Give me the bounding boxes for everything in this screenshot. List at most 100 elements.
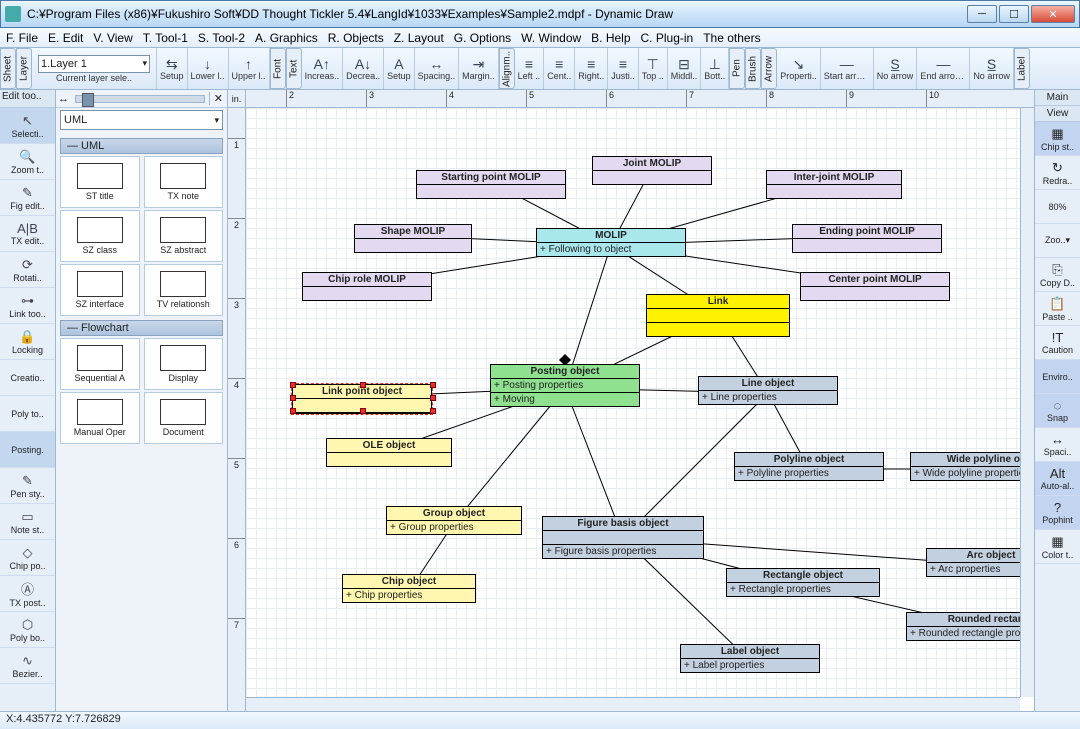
toolbar-tab[interactable]: Layer	[16, 48, 32, 89]
rightbar-tool[interactable]: Enviro..	[1035, 360, 1080, 394]
toolbar-button[interactable]: ↓Lower l..	[188, 48, 229, 89]
uml-node-lineobj[interactable]: Line object+ Line properties	[698, 376, 838, 405]
rightbar-tool[interactable]: ↻Redra..	[1035, 156, 1080, 190]
canvas[interactable]: Joint MOLIP Starting point MOLIP Inter-j…	[246, 108, 1020, 697]
palette-combo[interactable]: UML	[60, 110, 223, 130]
palette-shape[interactable]: SZ class	[60, 210, 140, 262]
vertical-scrollbar[interactable]	[1020, 108, 1034, 697]
toolbar-tab[interactable]: Font	[270, 48, 286, 89]
toolbar-button[interactable]: A↑Increas..	[302, 48, 344, 89]
toolbar-button[interactable]: ⇆Setup	[157, 48, 188, 89]
toolbar-button[interactable]: ⊤Top ..	[639, 48, 668, 89]
rightbar-tool[interactable]: ▦Chip st..	[1035, 122, 1080, 156]
menu-item[interactable]: T. Tool-1	[143, 31, 188, 45]
uml-node-rounded[interactable]: Rounded rectangle+ Rounded rectangle pro…	[906, 612, 1020, 641]
uml-node-shapemolip[interactable]: Shape MOLIP	[354, 224, 472, 253]
rightbar-tool[interactable]: Zoo..▾	[1035, 224, 1080, 258]
palette-shape[interactable]: Display	[144, 338, 224, 390]
menu-item[interactable]: E. Edit	[48, 31, 83, 45]
rightbar-tool[interactable]: ↔Spaci..	[1035, 428, 1080, 462]
palette-shape[interactable]: Manual Oper	[60, 392, 140, 444]
menu-item[interactable]: S. Tool-2	[198, 31, 245, 45]
toolbar-button[interactable]: —Start arrow..	[821, 48, 874, 89]
uml-node-startmolip[interactable]: Starting point MOLIP	[416, 170, 566, 199]
rightbar-tool[interactable]: 80%	[1035, 190, 1080, 224]
menu-item[interactable]: The others	[703, 31, 760, 45]
menu-item[interactable]: B. Help	[591, 31, 630, 45]
palette-group-header[interactable]: — UML	[60, 138, 223, 154]
toolbar-button[interactable]: ⊟Middl..	[668, 48, 702, 89]
uml-node-arcobj[interactable]: Arc object+ Arc properties	[926, 548, 1020, 577]
rightbar-tool[interactable]: 📋Paste ..	[1035, 292, 1080, 326]
menu-item[interactable]: W. Window	[521, 31, 581, 45]
toolbar-button[interactable]: ⇥Margin..	[459, 48, 499, 89]
toolbar-tab[interactable]: Alignm..	[499, 48, 515, 89]
left-tool[interactable]: ✎Fig edit..	[0, 180, 55, 216]
palette-shape[interactable]: Sequential A	[60, 338, 140, 390]
uml-node-widepoly[interactable]: Wide polyline object+ Wide polyline prop…	[910, 452, 1020, 481]
toolbar-tab[interactable]: Brush	[745, 48, 761, 89]
toolbar-button[interactable]: A↓Decrea..	[343, 48, 384, 89]
left-tool[interactable]: ∿Bezier..	[0, 648, 55, 684]
palette-slider[interactable]: ↔✕	[56, 90, 227, 108]
toolbar-tab[interactable]: Pen	[729, 48, 745, 89]
toolbar-button[interactable]: ≡Right..	[575, 48, 608, 89]
toolbar-button[interactable]: S̲No arrow	[874, 48, 918, 89]
palette-shape[interactable]: SZ interface	[60, 264, 140, 316]
toolbar-tab[interactable]: Sheet	[0, 48, 16, 89]
uml-node-figbasis[interactable]: Figure basis object + Figure basis prope…	[542, 516, 704, 559]
uml-node-link[interactable]: Link	[646, 294, 790, 337]
uml-node-intermolip[interactable]: Inter-joint MOLIP	[766, 170, 902, 199]
left-tool[interactable]: 🔒Locking	[0, 324, 55, 360]
maximize-button[interactable]: ☐	[999, 5, 1029, 23]
menu-item[interactable]: V. View	[93, 31, 132, 45]
menu-item[interactable]: F. File	[6, 31, 38, 45]
uml-node-oleobj[interactable]: OLE object	[326, 438, 452, 467]
left-tool[interactable]: ↖Selecti..	[0, 108, 55, 144]
toolbar-button[interactable]: ⊥Bott..	[701, 48, 729, 89]
toolbar-button[interactable]: ↔Spacing..	[415, 48, 460, 89]
uml-node-groupobj[interactable]: Group object+ Group properties	[386, 506, 522, 535]
menu-item[interactable]: G. Options	[454, 31, 511, 45]
palette-shape[interactable]: ST title	[60, 156, 140, 208]
menu-item[interactable]: C. Plug-in	[641, 31, 694, 45]
uml-node-molip[interactable]: MOLIP+ Following to object	[536, 228, 686, 257]
toolbar-button[interactable]: ASetup	[384, 48, 415, 89]
palette-group-header[interactable]: — Flowchart	[60, 320, 223, 336]
uml-node-endmolip[interactable]: Ending point MOLIP	[792, 224, 942, 253]
left-tool[interactable]: ⒶTX post..	[0, 576, 55, 612]
uml-node-rectobj[interactable]: Rectangle object+ Rectangle properties	[726, 568, 880, 597]
menu-item[interactable]: Z. Layout	[394, 31, 444, 45]
rightbar-tool[interactable]: !TCaution	[1035, 326, 1080, 360]
left-tool[interactable]: ⊶Link too..	[0, 288, 55, 324]
rightbar-tool[interactable]: ▦Color t..	[1035, 530, 1080, 564]
uml-node-polyline[interactable]: Polyline object+ Polyline properties	[734, 452, 884, 481]
left-tool[interactable]: Creatio..	[0, 360, 55, 396]
toolbar-button[interactable]: ≡Justi..	[608, 48, 639, 89]
rightbar-tool[interactable]: ⎘Copy D..	[1035, 258, 1080, 292]
palette-shape[interactable]: TV relationsh	[144, 264, 224, 316]
toolbar-button[interactable]: S̲No arrow	[970, 48, 1014, 89]
left-tool[interactable]: Posting.	[0, 432, 55, 468]
left-tool[interactable]: 🔍Zoom t..	[0, 144, 55, 180]
layer-selector[interactable]: 1.Layer 1Current layer sele..	[32, 48, 157, 89]
close-button[interactable]: ✕	[1031, 5, 1075, 23]
palette-shape[interactable]: SZ abstract	[144, 210, 224, 262]
left-tool[interactable]: ⟳Rotati..	[0, 252, 55, 288]
uml-node-posting[interactable]: Posting object+ Posting properties+ Movi…	[490, 364, 640, 407]
uml-node-chipobj[interactable]: Chip object+ Chip properties	[342, 574, 476, 603]
toolbar-button[interactable]: ≡Left ..	[515, 48, 545, 89]
toolbar-tab[interactable]: Label	[1014, 48, 1030, 89]
uml-node-chiprole[interactable]: Chip role MOLIP	[302, 272, 432, 301]
menu-item[interactable]: A. Graphics	[255, 31, 318, 45]
rightbar-tool[interactable]: AltAuto-al..	[1035, 462, 1080, 496]
palette-shape[interactable]: TX note	[144, 156, 224, 208]
left-tool[interactable]: ⬡Poly bo..	[0, 612, 55, 648]
rightbar-tab[interactable]: Main	[1035, 90, 1080, 106]
toolbar-tab[interactable]: Text	[286, 48, 302, 89]
toolbar-button[interactable]: ≡Cent..	[544, 48, 575, 89]
toolbar-tab[interactable]: Arrow	[761, 48, 777, 89]
rightbar-tool[interactable]: ?Pophint	[1035, 496, 1080, 530]
left-tool[interactable]: ◇Chip po..	[0, 540, 55, 576]
left-tool[interactable]: Poly to..	[0, 396, 55, 432]
